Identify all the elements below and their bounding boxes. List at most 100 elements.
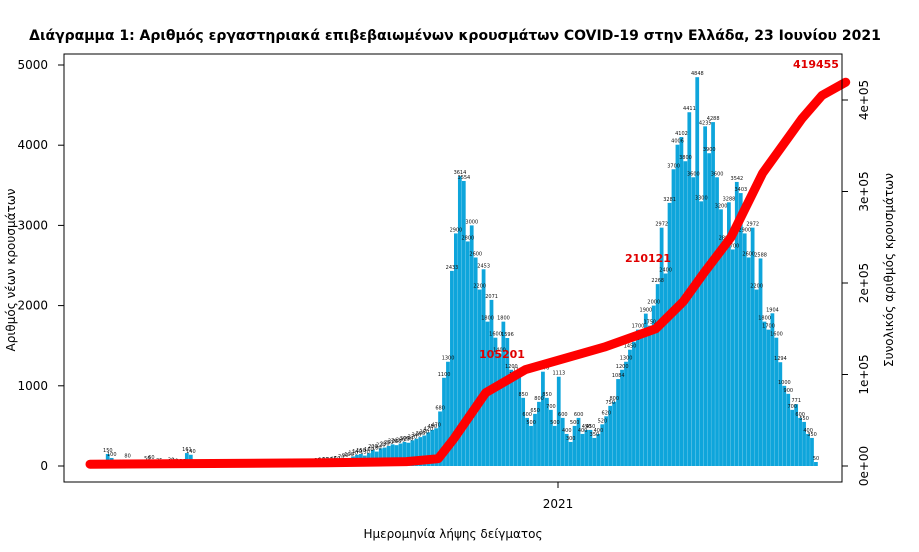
bar-value-label: 3000	[465, 219, 478, 225]
bar	[398, 443, 403, 466]
bar-value-label: 600	[522, 412, 532, 418]
bar	[406, 442, 411, 466]
bar-value-label: 1800	[758, 316, 771, 322]
y-tick-label: 1000	[17, 379, 48, 393]
bar-value-label: 800	[534, 396, 544, 402]
y2-tick-label: 0e+00	[857, 446, 871, 486]
bar-value-label: 500	[550, 420, 560, 426]
bar-value-label: 1300	[620, 356, 633, 362]
bar	[639, 337, 644, 466]
y2-tick-label: 2e+05	[857, 263, 871, 303]
y-tick-label: 5000	[17, 58, 48, 72]
bar	[616, 379, 620, 466]
bar	[442, 377, 446, 466]
bar	[620, 369, 624, 466]
bar-value-label: 1596	[501, 332, 514, 338]
bar-value-label: 270	[388, 438, 398, 444]
bar-value-label: 2972	[746, 222, 759, 228]
bar	[802, 421, 806, 466]
bar	[410, 440, 415, 466]
bar-value-label: 130	[360, 450, 370, 456]
bar-value-label: 1084	[612, 373, 625, 379]
bar	[541, 371, 545, 466]
bar-value-label: 3200	[715, 203, 728, 209]
bar-value-label: 1900	[640, 308, 653, 314]
bar	[489, 299, 494, 466]
bar	[727, 202, 731, 467]
bar	[636, 329, 640, 466]
bar	[778, 362, 783, 466]
bar-value-label: 150	[103, 448, 113, 454]
bar	[430, 429, 435, 466]
bar-value-label: 2200	[750, 284, 763, 290]
bar	[810, 437, 814, 466]
bar	[537, 401, 541, 466]
bar-value-label: 3800	[679, 155, 692, 161]
bar-value-label: 420	[424, 426, 434, 432]
bar-value-label: 520	[598, 418, 608, 424]
x-axis-label: Ημερομηνία λήψης δείγματος	[363, 527, 542, 541]
bar	[378, 448, 383, 466]
bar-value-label: 600	[574, 412, 584, 418]
chart-title: Διάγραμμα 1: Αριθμός εργαστηριακά επιβεβ…	[29, 28, 881, 44]
bar	[794, 404, 799, 466]
bar-value-label: 3281	[663, 197, 676, 203]
cumulative-mid-label-1: 105201	[479, 348, 525, 361]
bar	[734, 181, 739, 466]
bar	[584, 429, 589, 466]
bar	[545, 397, 549, 466]
bar	[612, 401, 617, 466]
bar-value-label: 2071	[485, 294, 498, 300]
y2-axis-label: Συνολικός αριθμός κρουσμάτων	[882, 173, 896, 367]
bar-value-label: 450	[586, 424, 596, 430]
bar	[418, 437, 423, 466]
bar-value-label: 700	[546, 404, 556, 410]
bar-value-label: 161	[182, 447, 192, 453]
bar-value-label: 450	[427, 424, 437, 430]
bar	[695, 77, 700, 466]
bar-value-label: 300	[400, 436, 410, 442]
y2-tick-label: 1e+05	[857, 354, 871, 394]
bar	[707, 153, 711, 466]
x-tick-label: 2021	[543, 497, 574, 511]
bar-value-label: 1113	[552, 371, 565, 377]
bar	[529, 425, 533, 466]
bar-value-label: 280	[396, 438, 406, 444]
bar-value-label: 2600	[742, 251, 755, 257]
bar	[580, 433, 585, 466]
bar	[560, 417, 565, 466]
bar-value-label: 150	[356, 448, 366, 454]
bar	[517, 373, 522, 466]
bar	[509, 369, 514, 466]
bar-value-label: 290	[404, 437, 414, 443]
bar	[632, 341, 636, 466]
bar-value-label: 3700	[667, 163, 680, 169]
bar-value-label: 2900	[738, 227, 751, 233]
cumulative-series-line	[85, 77, 851, 469]
bar	[719, 209, 723, 467]
bar-value-label: 1700	[762, 324, 775, 330]
bar-value-label: 2268	[651, 278, 664, 284]
bar-value-label: 3403	[734, 187, 747, 193]
bar-value-label: 1800	[497, 316, 510, 322]
bar-value-label: 2453	[477, 263, 490, 269]
bar-value-label: 450	[582, 424, 592, 430]
bar-value-label: 1400	[493, 348, 506, 354]
bar	[568, 441, 573, 466]
cumulative-mid-label-2: 210121	[625, 252, 671, 265]
bar-value-label: 2400	[659, 268, 672, 274]
bar-value-label: 600	[795, 412, 805, 418]
bar	[643, 313, 648, 466]
bar-value-label: 340	[412, 433, 422, 439]
bar-value-label: 100	[344, 452, 354, 458]
bar	[576, 417, 581, 466]
bar	[703, 126, 708, 466]
bar	[552, 425, 557, 466]
bar-value-label: 1294	[774, 356, 787, 362]
y-tick-label: 4000	[17, 138, 48, 152]
bar	[651, 305, 656, 466]
bar-value-label: 250	[384, 440, 394, 446]
bar	[434, 428, 438, 466]
y-tick-label: 3000	[17, 218, 48, 232]
